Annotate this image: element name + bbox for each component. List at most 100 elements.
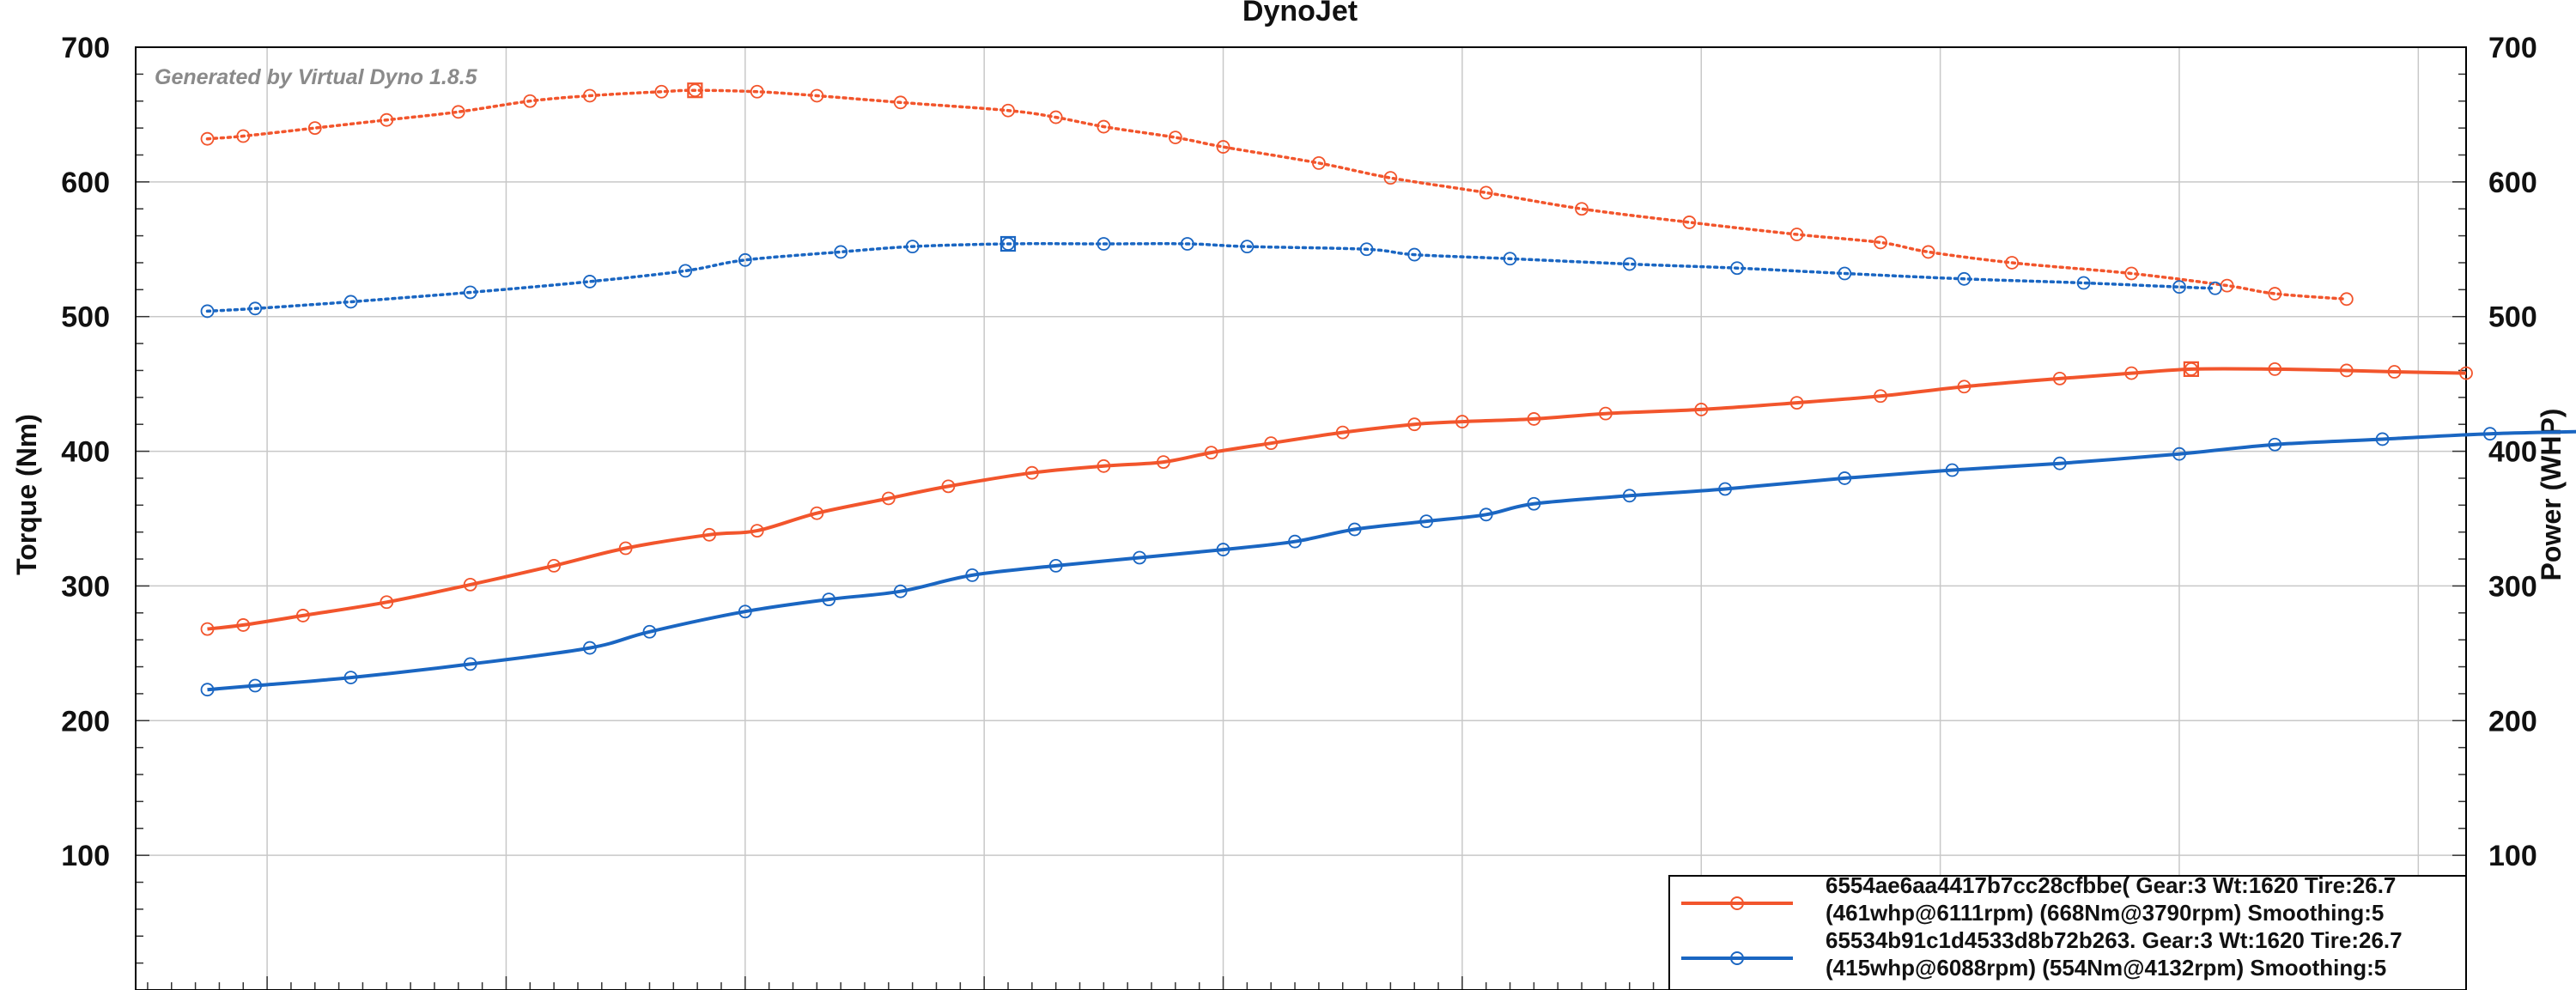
- power-point: [2459, 366, 2473, 380]
- torque-point: [1874, 235, 1887, 250]
- series-1: [200, 82, 2473, 636]
- power-point: [1838, 471, 1852, 485]
- torque-point: [1240, 240, 1255, 254]
- power-point: [702, 527, 716, 542]
- power-point: [1264, 436, 1279, 451]
- power-point: [618, 541, 633, 556]
- torque-point: [678, 264, 693, 278]
- power-point: [1527, 412, 1541, 426]
- torque-point: [1682, 216, 1697, 229]
- watermark-text: Generated by Virtual Dyno 1.8.5: [155, 65, 478, 89]
- torque-point: [1311, 155, 1326, 170]
- torque-point: [2124, 266, 2139, 281]
- torque-point: [1479, 185, 1493, 200]
- torque-point: [738, 252, 752, 267]
- left-tick-label: 400: [61, 436, 110, 469]
- power-point: [343, 671, 358, 684]
- power-point: [2052, 456, 2067, 471]
- legend-label-series-2-line2: (415whp@6088rpm) (554Nm@4132rpm) Smoothi…: [1826, 955, 2386, 981]
- right-tick-label: 600: [2488, 167, 2537, 199]
- torque-peak-marker: [999, 235, 1017, 252]
- torque-point: [893, 95, 908, 110]
- torque-point: [523, 94, 538, 108]
- minor-ticks: [136, 46, 2466, 990]
- torque-point: [380, 112, 394, 127]
- torque-point: [1921, 245, 1935, 259]
- power-point: [1479, 507, 1493, 522]
- power-point: [1455, 415, 1469, 428]
- chart-title: DynoJet: [1242, 0, 1358, 27]
- plot-area-border: [135, 46, 2467, 990]
- power-point: [822, 592, 836, 607]
- power-point: [881, 491, 896, 506]
- torque-point: [236, 129, 251, 143]
- torque-point: [1180, 237, 1194, 251]
- power-point: [1957, 380, 1971, 394]
- torque-point: [750, 84, 764, 99]
- power-point: [965, 568, 980, 582]
- legend-label-series-1-line2: (461whp@6111rpm) (668Nm@3790rpm) Smoothi…: [1826, 900, 2384, 926]
- torque-point: [1575, 202, 1589, 216]
- left-tick-label: 100: [61, 840, 110, 872]
- power-point: [1216, 543, 1230, 556]
- torque-point: [582, 88, 597, 103]
- right-tick-label: 700: [2488, 32, 2537, 64]
- power-point: [1945, 463, 1959, 477]
- power-point: [200, 622, 215, 636]
- torque-line-series-1: [205, 88, 2348, 301]
- power-point: [1335, 425, 1350, 440]
- right-axis-label: Power (WHP): [2536, 409, 2567, 581]
- power-point: [810, 506, 824, 520]
- power-point: [1599, 406, 1613, 421]
- power-point: [248, 678, 263, 693]
- torque-point: [2268, 287, 2282, 301]
- left-tick-label: 200: [61, 705, 110, 738]
- torque-point: [2005, 256, 2020, 270]
- power-point: [2375, 432, 2390, 446]
- power-point: [1133, 550, 1147, 565]
- left-tick-label: 500: [61, 301, 110, 334]
- power-point: [2124, 366, 2139, 380]
- power-point: [1024, 465, 1039, 480]
- power-point: [893, 584, 908, 598]
- power-point: [463, 657, 477, 671]
- power-point: [295, 609, 310, 623]
- power-point: [2268, 361, 2282, 376]
- torque-point: [1838, 266, 1852, 281]
- torque-point: [582, 275, 597, 288]
- torque-point: [1730, 261, 1744, 276]
- torque-point: [1097, 237, 1111, 251]
- power-point: [380, 595, 394, 610]
- power-point: [1694, 403, 1709, 416]
- power-point: [941, 479, 956, 494]
- power-point: [2052, 371, 2067, 386]
- legend-box: [1668, 875, 2467, 990]
- power-point: [582, 641, 597, 655]
- left-axis-label: Torque (Nm): [11, 414, 42, 575]
- right-axis-ticks: 100 200 300 400 500 600 700: [2488, 32, 2537, 872]
- torque-point: [834, 245, 848, 259]
- power-point: [1097, 459, 1111, 473]
- left-tick-label: 300: [61, 570, 110, 603]
- power-point: [1789, 396, 1804, 410]
- left-tick-label: 600: [61, 167, 110, 199]
- torque-point: [200, 131, 215, 146]
- torque-point: [1048, 110, 1063, 125]
- right-tick-label: 400: [2488, 436, 2537, 469]
- legend-label-series-2-line1: 65534b91c1d4533d8b72b263. Gear:3 Wt:1620…: [1826, 927, 2403, 953]
- power-point: [1407, 417, 1422, 432]
- right-tick-label: 300: [2488, 570, 2537, 603]
- legend-marker-series-2: [1730, 951, 1744, 965]
- torque-peak-marker: [687, 82, 703, 99]
- series-2: [200, 235, 2576, 697]
- torque-point: [1383, 171, 1398, 185]
- torque-point: [2339, 292, 2354, 307]
- torque-point: [1789, 228, 1804, 241]
- right-tick-label: 200: [2488, 705, 2537, 738]
- torque-point: [654, 84, 669, 99]
- power-point: [200, 683, 215, 697]
- torque-point: [1001, 103, 1015, 118]
- power-point: [738, 604, 752, 619]
- power-point: [2482, 427, 2497, 441]
